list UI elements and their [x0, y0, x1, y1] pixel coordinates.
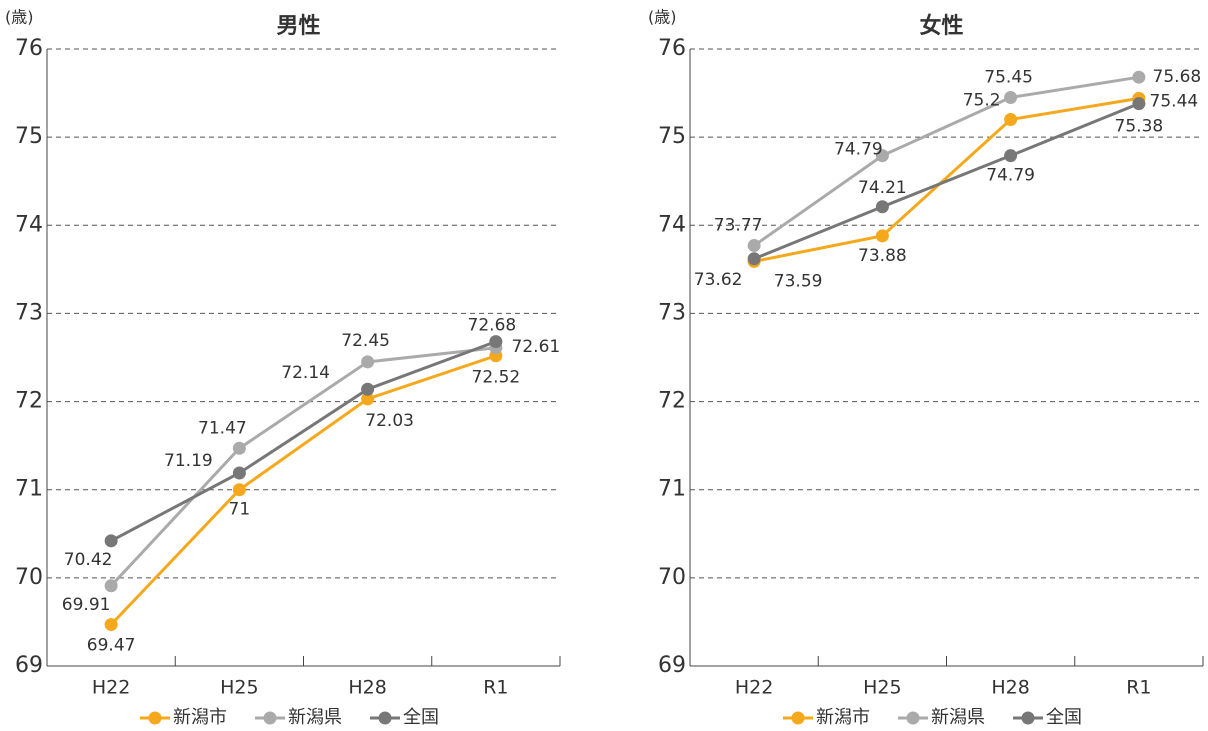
data-point [875, 149, 889, 163]
y-tick-label: 75 [15, 124, 43, 149]
x-tick-label: H25 [863, 677, 901, 699]
data-point [1004, 149, 1018, 163]
legend-label: 新潟市 [173, 707, 227, 728]
y-tick-label: 71 [15, 477, 43, 502]
data-point [1004, 90, 1018, 104]
data-label: 72.61 [512, 337, 561, 357]
data-point [104, 618, 118, 632]
data-label: 73.77 [714, 216, 763, 236]
y-tick-label: 72 [15, 389, 43, 414]
y-tick-label: 73 [658, 300, 686, 325]
legend-label: 全国 [403, 707, 439, 728]
data-point [1132, 97, 1146, 111]
data-point [232, 441, 246, 455]
series-line [753, 102, 1140, 261]
x-tick-label: H28 [991, 677, 1029, 699]
y-tick-label: 76 [15, 36, 43, 61]
data-label: 69.47 [87, 636, 136, 656]
data-point [1132, 70, 1146, 84]
data-label: 75.44 [1150, 91, 1199, 111]
legend-label: 新潟県 [288, 707, 342, 728]
data-point [232, 483, 246, 497]
legend-marker [791, 711, 805, 725]
data-point [875, 200, 889, 214]
data-point [747, 252, 761, 266]
data-point [875, 229, 889, 243]
series-line [110, 340, 497, 543]
y-tick-label: 75 [658, 124, 686, 149]
legend-marker [378, 711, 392, 725]
data-point [361, 392, 375, 406]
data-label: 75.68 [1153, 67, 1202, 87]
data-label: 71.47 [198, 418, 247, 438]
data-label: 74.79 [834, 140, 883, 160]
x-tick-label: R1 [483, 677, 508, 699]
data-label: 74.79 [986, 166, 1035, 186]
y-tick-label: 74 [658, 212, 686, 237]
data-label: 70.42 [64, 550, 113, 570]
data-point [104, 579, 118, 593]
x-tick-label: R1 [1126, 677, 1151, 699]
series-line [110, 346, 497, 587]
data-point [1004, 113, 1018, 127]
data-label: 73.62 [694, 270, 743, 290]
x-tick-label: H28 [348, 677, 386, 699]
x-tick-label: H22 [92, 677, 130, 699]
data-label: 72.52 [472, 368, 521, 388]
data-label: 74.21 [858, 178, 907, 198]
data-label: 73.88 [858, 246, 907, 266]
data-point [104, 534, 118, 548]
series-line [753, 96, 1140, 263]
legend-label: 新潟市 [816, 707, 870, 728]
y-tick-label: 69 [658, 653, 686, 678]
data-point [489, 335, 503, 349]
y-axis-label: (歳) [648, 8, 677, 27]
y-tick-label: 74 [15, 212, 43, 237]
chart-title: 男性 [276, 14, 320, 39]
data-point [747, 239, 761, 253]
y-tick-label: 69 [15, 653, 43, 678]
legend-marker [263, 711, 277, 725]
data-label: 71 [229, 500, 251, 520]
legend-marker [148, 711, 162, 725]
data-label: 75.38 [1115, 117, 1164, 137]
data-label: 75.2 [963, 91, 1001, 111]
y-axis-label: (歳) [5, 8, 34, 27]
chart-title: 女性 [919, 13, 963, 39]
y-tick-label: 71 [658, 477, 686, 502]
y-tick-label: 73 [15, 300, 43, 325]
data-label: 72.68 [468, 316, 517, 336]
data-label: 73.59 [774, 271, 823, 291]
series-line [110, 354, 497, 626]
y-tick-label: 70 [15, 565, 43, 590]
data-label: 72.14 [281, 363, 330, 383]
data-label: 71.19 [164, 451, 213, 471]
data-label: 72.45 [341, 331, 390, 351]
x-tick-label: H22 [735, 677, 773, 699]
x-tick-label: H25 [220, 677, 258, 699]
y-tick-label: 76 [658, 36, 686, 61]
data-label: 69.91 [62, 595, 111, 615]
y-tick-label: 70 [658, 565, 686, 590]
legend-label: 新潟県 [931, 707, 985, 728]
data-point [232, 466, 246, 480]
y-tick-label: 72 [658, 389, 686, 414]
series-line [753, 75, 1140, 247]
data-label: 72.03 [365, 411, 414, 431]
legend-marker [906, 711, 920, 725]
data-label: 75.45 [984, 67, 1033, 87]
data-point [361, 355, 375, 369]
legend-marker [1021, 711, 1035, 725]
legend-label: 全国 [1046, 707, 1082, 728]
data-point [361, 382, 375, 396]
